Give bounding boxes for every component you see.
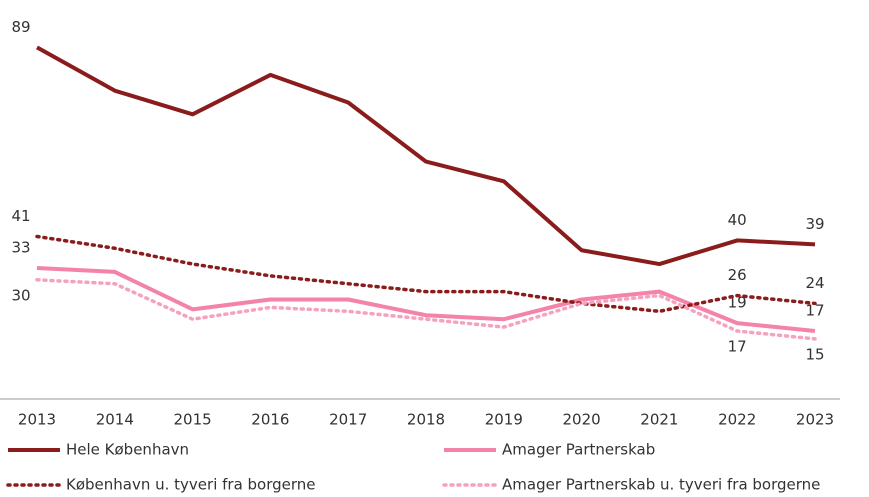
x-tick-label: 2020 bbox=[563, 411, 601, 429]
x-tick-label: 2015 bbox=[174, 411, 212, 429]
x-tick-label: 2013 bbox=[18, 411, 56, 429]
data-label: 17 bbox=[728, 338, 747, 356]
data-label: 24 bbox=[805, 274, 824, 292]
x-tick-label: 2016 bbox=[251, 411, 289, 429]
data-label: 40 bbox=[728, 211, 747, 229]
series-line bbox=[36, 265, 816, 334]
x-tick-label: 2014 bbox=[96, 411, 134, 429]
x-tick-label: 2018 bbox=[407, 411, 445, 429]
data-label: 17 bbox=[805, 302, 824, 320]
legend-label: Amager Partnerskab u. tyveri fra borgern… bbox=[502, 476, 820, 494]
data-label: 39 bbox=[805, 215, 824, 233]
x-tick-label: 2017 bbox=[329, 411, 367, 429]
data-label: 41 bbox=[11, 207, 30, 225]
x-tick-label: 2022 bbox=[718, 411, 756, 429]
data-label: 30 bbox=[11, 286, 30, 304]
legend-label: Amager Partnerskab bbox=[502, 441, 655, 459]
series-line bbox=[35, 278, 817, 341]
data-label: 15 bbox=[805, 345, 824, 363]
series-line bbox=[36, 45, 816, 267]
x-tick-label: 2019 bbox=[485, 411, 523, 429]
data-label: 26 bbox=[728, 266, 747, 284]
data-label: 33 bbox=[11, 238, 30, 256]
data-label: 89 bbox=[11, 18, 30, 36]
x-tick-label: 2021 bbox=[640, 411, 678, 429]
legend-label: Hele København bbox=[66, 441, 189, 459]
x-tick-label: 2023 bbox=[796, 411, 834, 429]
legend-label: København u. tyveri fra borgerne bbox=[66, 476, 316, 494]
